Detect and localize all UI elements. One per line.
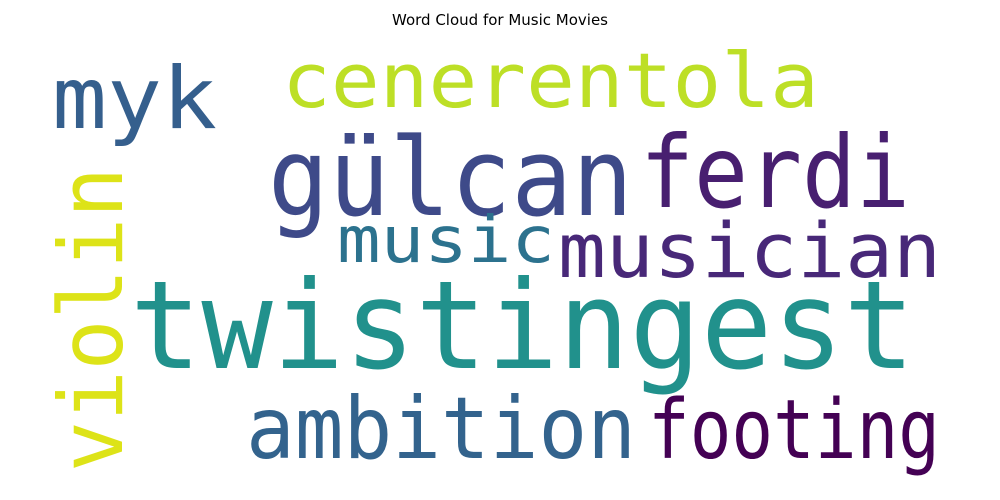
word-ferdi: ferdi bbox=[640, 114, 910, 231]
word-g-lcan: gülcan bbox=[268, 116, 633, 241]
word-musician: musician bbox=[558, 206, 941, 295]
word-cenerentola: cenerentola bbox=[282, 36, 819, 125]
word-footing: footing bbox=[648, 383, 940, 478]
chart-title: Word Cloud for Music Movies bbox=[392, 11, 608, 29]
word-ambition: ambition bbox=[246, 379, 636, 479]
word-music: music bbox=[337, 204, 555, 278]
word-violin: violin bbox=[40, 167, 143, 472]
word-myk: myk bbox=[52, 49, 217, 149]
word-twistingest: twistingest bbox=[130, 255, 915, 397]
